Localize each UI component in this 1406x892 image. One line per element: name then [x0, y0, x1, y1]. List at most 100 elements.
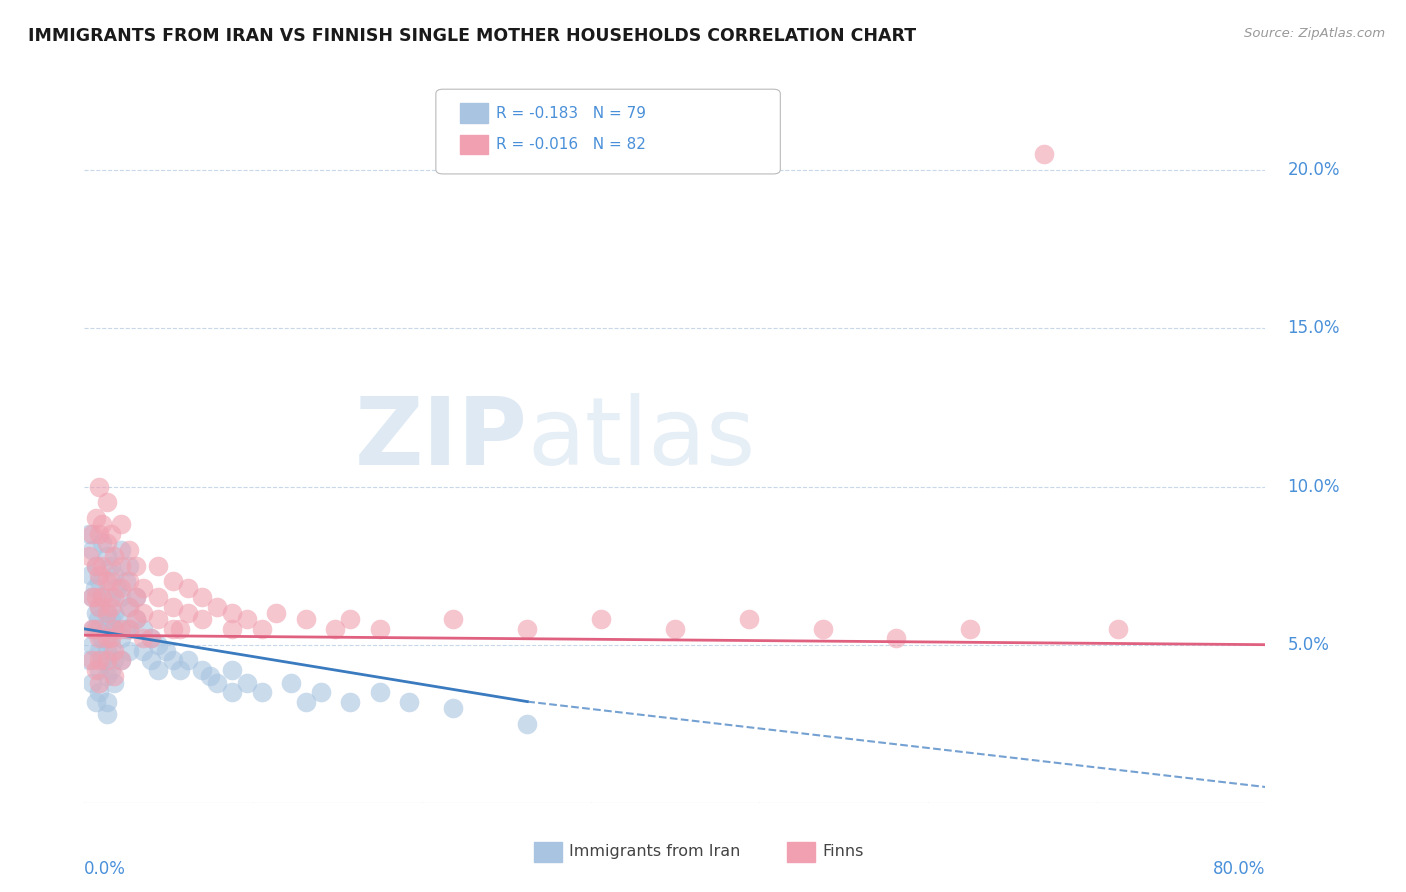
- Point: [100, 558, 122, 573]
- Point: [96, 495, 118, 509]
- Point: [118, 574, 141, 589]
- Text: ZIP: ZIP: [354, 393, 527, 485]
- Point: [125, 591, 148, 605]
- Point: [84, 511, 107, 525]
- Point: [132, 606, 155, 620]
- Point: [80, 675, 103, 690]
- Point: [103, 549, 125, 563]
- Point: [162, 653, 184, 667]
- Point: [177, 581, 200, 595]
- Point: [87, 574, 111, 589]
- Point: [77, 549, 100, 563]
- Point: [114, 574, 136, 589]
- Point: [77, 527, 100, 541]
- Point: [132, 622, 155, 636]
- Point: [441, 612, 464, 626]
- Point: [87, 685, 111, 699]
- Point: [339, 695, 361, 709]
- Point: [110, 558, 132, 573]
- Point: [103, 606, 125, 620]
- Point: [96, 536, 118, 550]
- Text: IMMIGRANTS FROM IRAN VS FINNISH SINGLE MOTHER HOUSEHOLDS CORRELATION CHART: IMMIGRANTS FROM IRAN VS FINNISH SINGLE M…: [28, 27, 917, 45]
- Point: [139, 653, 162, 667]
- Point: [84, 695, 107, 709]
- Point: [79, 568, 101, 582]
- Point: [83, 581, 105, 595]
- Text: 0.0%: 0.0%: [84, 860, 127, 878]
- Point: [118, 599, 141, 614]
- Point: [118, 542, 141, 557]
- Point: [91, 591, 114, 605]
- Text: Source: ZipAtlas.com: Source: ZipAtlas.com: [1244, 27, 1385, 40]
- Point: [100, 574, 122, 589]
- Point: [198, 669, 221, 683]
- Point: [86, 612, 108, 626]
- Point: [118, 622, 141, 636]
- Point: [84, 558, 107, 573]
- Point: [100, 612, 122, 626]
- Point: [87, 599, 111, 614]
- Point: [264, 606, 288, 620]
- Point: [368, 622, 391, 636]
- Point: [221, 622, 243, 636]
- Point: [110, 632, 132, 646]
- Point: [84, 591, 107, 605]
- Point: [295, 695, 318, 709]
- Point: [191, 591, 214, 605]
- Point: [103, 653, 125, 667]
- Point: [103, 675, 125, 690]
- Point: [100, 591, 122, 605]
- Point: [250, 622, 273, 636]
- Point: [80, 591, 103, 605]
- Point: [162, 599, 184, 614]
- Point: [96, 622, 118, 636]
- Point: [1107, 622, 1129, 636]
- Text: 80.0%: 80.0%: [1213, 860, 1265, 878]
- Point: [155, 644, 177, 658]
- Text: 10.0%: 10.0%: [1288, 477, 1340, 496]
- Point: [105, 612, 128, 626]
- Point: [105, 581, 128, 595]
- Point: [87, 632, 111, 646]
- Point: [118, 644, 141, 658]
- Point: [91, 517, 114, 532]
- Point: [110, 517, 132, 532]
- Point: [100, 599, 122, 614]
- Point: [221, 685, 243, 699]
- Point: [169, 622, 191, 636]
- Point: [368, 685, 391, 699]
- Point: [132, 632, 155, 646]
- Point: [191, 663, 214, 677]
- Point: [516, 716, 538, 731]
- Point: [96, 632, 118, 646]
- Point: [87, 479, 111, 493]
- Text: atlas: atlas: [527, 393, 755, 485]
- Point: [110, 542, 132, 557]
- Point: [96, 606, 118, 620]
- Point: [664, 622, 686, 636]
- Point: [148, 591, 170, 605]
- Point: [110, 591, 132, 605]
- Point: [96, 574, 118, 589]
- Point: [118, 599, 141, 614]
- Point: [91, 558, 114, 573]
- Point: [1032, 147, 1054, 161]
- Point: [103, 622, 125, 636]
- Point: [125, 591, 148, 605]
- Point: [250, 685, 273, 699]
- Point: [96, 653, 118, 667]
- Point: [96, 707, 118, 722]
- Point: [84, 663, 107, 677]
- Point: [591, 612, 613, 626]
- Point: [118, 622, 141, 636]
- Point: [96, 549, 118, 563]
- Point: [221, 606, 243, 620]
- Point: [295, 612, 318, 626]
- Point: [132, 644, 155, 658]
- Point: [132, 581, 155, 595]
- Point: [125, 612, 148, 626]
- Point: [148, 558, 170, 573]
- Point: [91, 536, 114, 550]
- Point: [118, 558, 141, 573]
- Point: [96, 669, 118, 683]
